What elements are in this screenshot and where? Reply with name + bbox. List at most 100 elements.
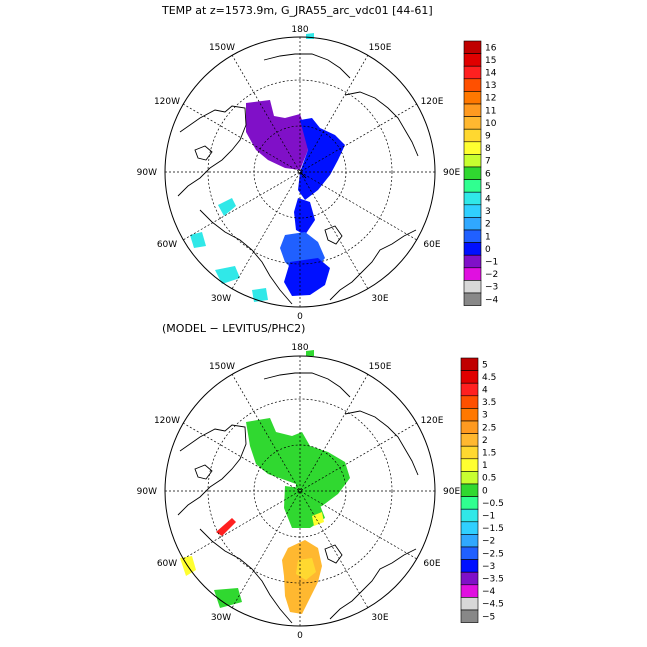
bottom-colorbar-swatch [460,597,479,611]
top-colorbar-label: 12 [485,94,496,104]
top-lon-0: 0 [297,312,303,322]
top-fill-cyan-d [190,232,206,248]
bottom-colorbar-label: 1 [482,461,488,471]
top-colorbar-label: 9 [485,132,491,142]
bottom-colorbar-swatch [460,408,479,422]
bottom-colorbar-label: −0.5 [482,499,504,509]
bottom-colorbar-label: 3 [482,411,488,421]
bottom-colorbar-swatch [460,458,479,472]
bottom-colorbar: 5 4.5 4 3.5 3 2.5 2 1.5 1 0.5 0 −0.5 −1 −1.5 −2 −2.5 −3 −… [460,357,504,623]
bottom-lon-150e: 150E [369,362,392,372]
bottom-colorbar-swatch [460,609,479,623]
bottom-colorbar-label: −2.5 [482,549,504,559]
bottom-lon-120e: 120E [421,416,444,426]
top-map-border [164,36,436,308]
top-colorbar-label: 8 [485,144,491,154]
top-colorbar-label: 2 [485,220,491,230]
bottom-colorbar-label: −3.5 [482,575,504,585]
bottom-colorbar-swatch [460,496,479,510]
top-map: 180 0 90W 90E 150W 120W 150E 120E 60W 30… [137,25,499,322]
top-fill-cyan-a [218,198,236,216]
top-colorbar-swatch [463,116,482,130]
top-colorbar-label: −4 [485,295,499,305]
bottom-colorbar-swatch [460,433,479,447]
top-colorbar-swatch [463,242,482,256]
bottom-colorbar-swatch [460,483,479,497]
bottom-coastlines [177,372,419,624]
bottom-grid [165,356,435,626]
bottom-lon-30w: 30W [211,613,231,623]
top-colorbar-swatch [463,40,482,54]
top-lon-60w: 60W [157,240,177,250]
bottom-colorbar-label: 5 [482,360,488,370]
top-lon-120w: 120W [154,97,180,107]
top-lon-150w: 150W [209,43,235,53]
bottom-colorbar-swatch [460,445,479,460]
bottom-colorbar-label: −4 [482,587,496,597]
top-colorbar-swatch [463,217,482,231]
bottom-fill-yellow-small [312,512,324,526]
top-lon-60e: 60E [423,240,440,250]
bottom-colorbar-label: 0.5 [482,474,496,484]
top-colorbar-swatch [463,78,482,92]
bottom-colorbar-swatch [460,508,479,523]
bottom-colorbar-label: 3.5 [482,398,496,408]
top-colorbar-swatch [463,53,482,67]
top-fill-cyan-b [215,266,240,284]
bottom-colorbar-label: 0 [482,486,488,496]
bottom-colorbar-label: −3 [482,562,495,572]
bottom-colorbar-swatch [460,382,479,397]
top-colorbar-swatch [463,141,482,155]
bottom-colorbar-swatch [460,370,479,384]
top-colorbar-label: 10 [485,119,497,129]
top-colorbar-label: −1 [485,258,498,268]
bottom-colorbar-swatch [460,534,479,548]
top-panel-title: TEMP at z=1573.9m, G_JRA55_arc_vdc01 [44… [162,4,433,17]
top-colorbar-label: 14 [485,69,497,79]
top-grid [165,37,435,307]
top-colorbar-swatch [463,292,482,306]
bottom-colorbar-label: 4 [482,386,488,396]
bottom-colorbar-label: 4.5 [482,373,496,383]
bottom-colorbar-label: −4.5 [482,600,504,610]
bottom-lon-60e: 60E [423,559,440,569]
top-fill-blue-upper [298,118,345,200]
bottom-panel-title: (MODEL − LEVITUS/PHC2) [162,322,306,335]
top-colorbar-swatch [463,128,482,143]
bottom-lon-60w: 60W [157,559,177,569]
top-fill-blue-middle [294,198,315,235]
top-colorbar-label: −3 [485,283,498,293]
top-colorbar-label: 15 [485,56,496,66]
top-colorbar-swatch [463,91,482,105]
top-colorbar-label: 0 [485,245,491,255]
top-lon-150e: 150E [369,43,392,53]
bottom-colorbar-swatch [460,420,479,434]
bottom-colorbar-swatch [460,357,479,371]
bottom-fill-red-streak [216,518,236,536]
bottom-colorbar-label: −2 [482,537,495,547]
bottom-colorbar-swatch [460,471,479,485]
bottom-fill-lightorange [296,558,316,580]
bottom-colorbar-swatch [460,521,479,535]
top-colorbar-swatch [463,65,482,80]
top-lon-30w: 30W [211,294,231,304]
top-colorbar-label: 3 [485,207,491,217]
top-colorbar-label: 16 [485,43,497,53]
bottom-colorbar-swatch [460,571,479,586]
bottom-colorbar-swatch [460,546,479,560]
bottom-lon-150w: 150W [209,362,235,372]
bottom-map-border [164,355,436,627]
top-lon-120e: 120E [421,97,444,107]
top-colorbar-label: 5 [485,182,491,192]
bottom-lon-90w: 90W [137,487,157,497]
top-colorbar-swatch [463,179,482,193]
top-colorbar-label: 6 [485,169,491,179]
top-colorbar-label: 7 [485,157,491,167]
top-lon-180: 180 [291,25,308,35]
top-lon-30e: 30E [371,294,388,304]
top-colorbar-swatch [463,280,482,294]
bottom-colorbar-swatch [460,559,479,573]
bottom-colorbar-label: 1.5 [482,449,496,459]
bottom-lon-30e: 30E [371,613,388,623]
